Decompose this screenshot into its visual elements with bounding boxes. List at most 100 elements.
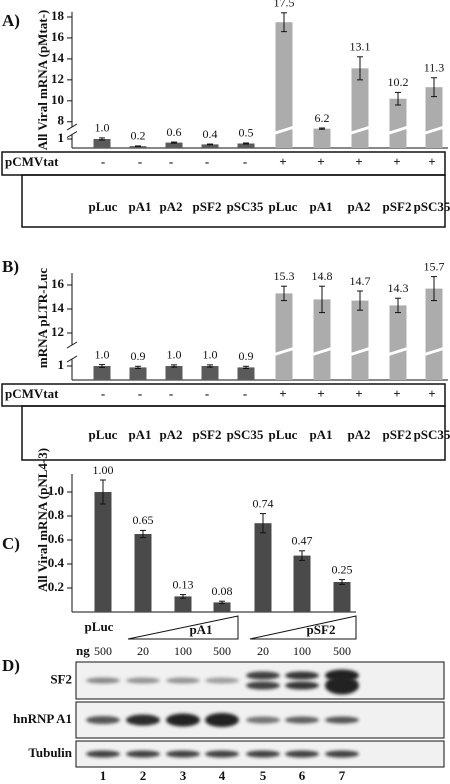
value-label: 0.08: [212, 584, 233, 598]
x-tick-label: pA1: [309, 427, 332, 442]
x-tick-label: pSF2: [193, 427, 222, 442]
bar: [201, 366, 219, 380]
y-tick-label: 12: [51, 71, 64, 86]
band: [126, 714, 160, 726]
band: [325, 676, 359, 695]
x-tick-label: pA1: [128, 427, 151, 442]
bar: [93, 366, 111, 380]
row-value: -: [101, 386, 105, 401]
y-tick-label: 0.8: [48, 507, 65, 522]
y-tick-label: 14: [51, 300, 65, 315]
value-label: 1.0: [167, 348, 182, 362]
band: [86, 750, 120, 758]
band: [205, 750, 239, 758]
row-value: -: [243, 154, 247, 169]
row-value: +: [279, 386, 286, 401]
table-row: [1, 383, 446, 407]
bar-break: [424, 347, 444, 356]
row-label: pCMVtat: [5, 154, 59, 169]
x-tick-label: pA2: [347, 427, 370, 442]
table-row: [21, 405, 446, 461]
y-tick-label: 16: [51, 29, 65, 44]
row-value: -: [169, 386, 173, 401]
row-value: -: [243, 386, 247, 401]
y-tick-label: 8: [58, 113, 65, 128]
error-bar: [339, 579, 345, 585]
axis-break: [66, 123, 78, 131]
x-tick-label: 500: [213, 644, 231, 658]
bar-break: [312, 347, 332, 356]
value-label: 0.9: [239, 349, 254, 363]
error-bar: [135, 365, 141, 370]
bar: [275, 293, 293, 380]
value-label: 15.3: [274, 269, 295, 283]
wedge: [249, 615, 357, 640]
error-bar: [219, 600, 225, 605]
band: [285, 671, 319, 680]
error-bar: [207, 364, 213, 368]
error-bar: [299, 550, 305, 561]
band: [285, 681, 319, 690]
axis-break: [66, 341, 78, 349]
value-label: 1.0: [95, 121, 110, 135]
band: [166, 677, 200, 684]
bar: [174, 596, 192, 612]
x-tick-label: 500: [333, 644, 351, 658]
group-label: pSF2: [307, 622, 336, 637]
bar: [165, 142, 183, 148]
error-bar: [357, 290, 363, 311]
lane-number: 3: [180, 768, 187, 783]
band: [86, 677, 120, 684]
panel-label: B): [2, 257, 19, 276]
bar: [293, 555, 311, 612]
value-label: 0.74: [253, 496, 274, 510]
bar: [351, 300, 369, 380]
band: [166, 750, 200, 758]
value-label: 0.65: [133, 513, 154, 527]
y-tick-label: 0.2: [48, 579, 64, 594]
error-bar: [180, 594, 186, 599]
value-label: 11.3: [424, 61, 445, 75]
band: [285, 750, 319, 758]
row-value: -: [138, 386, 142, 401]
x-tick-label: 100: [174, 644, 192, 658]
value-label: 0.13: [173, 577, 194, 591]
band: [325, 716, 359, 724]
band: [205, 713, 239, 727]
row-label: pCMVtat: [5, 386, 59, 401]
row-value: +: [317, 386, 324, 401]
x-tick-label: 500: [94, 644, 112, 658]
error-bar: [171, 364, 177, 368]
panel-label: C): [2, 534, 20, 553]
lane-number: 5: [260, 768, 267, 783]
y-axis-label: All Viral mRNA (pMtat-): [35, 10, 50, 150]
group-label: pA1: [189, 622, 212, 637]
band: [166, 713, 200, 727]
y-tick-label: 12: [51, 324, 64, 339]
error-bar: [135, 145, 141, 147]
error-bar: [207, 143, 213, 146]
panel-label: A): [2, 11, 20, 30]
error-bar: [260, 513, 266, 534]
value-label: 0.5: [239, 126, 254, 140]
bar: [129, 367, 147, 380]
blot-row-label: SF2: [50, 671, 72, 686]
row-value: +: [317, 154, 324, 169]
bar: [313, 128, 331, 148]
x-tick-label: pSF2: [383, 427, 412, 442]
row-value: +: [428, 154, 435, 169]
row-value: +: [355, 154, 362, 169]
value-label: 1.00: [93, 463, 114, 477]
x-tick-label: pLuc: [89, 427, 118, 442]
value-label: 0.47: [292, 534, 313, 548]
bar-break: [274, 347, 294, 356]
x-tick-label: pLuc: [269, 199, 298, 214]
value-label: 14.7: [350, 274, 371, 288]
x-tick-label: pLuc: [269, 427, 298, 442]
bar: [93, 139, 111, 148]
row-value: +: [393, 386, 400, 401]
lane-number: 7: [339, 768, 346, 783]
bar: [333, 582, 351, 612]
bar: [237, 143, 255, 148]
lane-number: 1: [100, 768, 107, 783]
